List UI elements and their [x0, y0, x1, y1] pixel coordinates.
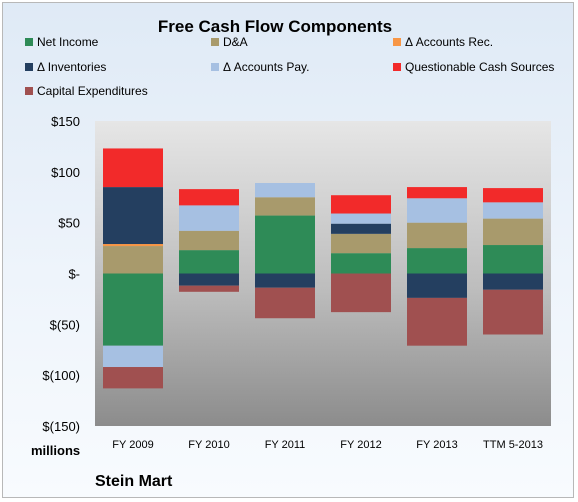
bar-d-a [483, 218, 543, 246]
bar-delta-inventories [483, 273, 543, 290]
legend-label-questionable-cash-sources: Questionable Cash Sources [405, 60, 554, 74]
x-tick-label: FY 2010 [188, 439, 229, 451]
bar-questionable-cash-sources [179, 189, 239, 206]
bar-delta-inventories [179, 273, 239, 286]
bar-delta-accounts-pay [255, 183, 315, 198]
x-tick-label: TTM 5-2013 [483, 439, 543, 451]
bar-delta-accounts-pay [103, 345, 163, 368]
bar-net-income [483, 245, 543, 274]
y-tick-label: $100 [51, 165, 80, 180]
y-tick-label: $150 [51, 114, 80, 129]
y-tick-label: $(50) [50, 317, 80, 332]
legend-label-delta-accounts-pay: Δ Accounts Pay. [223, 60, 310, 74]
bars [103, 148, 543, 389]
legend: Net Income D&A Δ Accounts Rec. Δ Inventorie… [25, 35, 554, 98]
bar-d-a [407, 222, 467, 249]
bar-net-income [407, 248, 467, 274]
bar-delta-inventories [103, 187, 163, 245]
x-axis: FY 2009 FY 2010 FY 2011 FY 2012 FY 2013 TTM 5… [112, 439, 543, 451]
bar-capital-expenditures [179, 285, 239, 292]
x-tick-label: FY 2012 [340, 439, 381, 451]
legend-swatch-delta-accounts-rec [393, 38, 401, 46]
legend-swatch-questionable-cash-sources [393, 63, 401, 71]
bar-delta-accounts-pay [483, 202, 543, 219]
bar-capital-expenditures [407, 297, 467, 346]
bar-delta-accounts-pay [331, 213, 391, 224]
y-tick-label: $(100) [42, 368, 80, 383]
bar-d-a [331, 233, 391, 254]
bar-delta-inventories [407, 273, 467, 298]
bar-delta-accounts-rec [103, 244, 163, 247]
bar-d-a [255, 197, 315, 216]
bar-d-a [103, 246, 163, 274]
legend-swatch-delta-inventories [25, 63, 33, 71]
y-tick-label: $- [68, 267, 80, 282]
bar-questionable-cash-sources [331, 195, 391, 214]
bar-capital-expenditures [103, 367, 163, 389]
chart-title: Free Cash Flow Components [158, 17, 392, 36]
x-tick-label: FY 2011 [265, 439, 306, 451]
bar-capital-expenditures [483, 289, 543, 335]
bar-questionable-cash-sources [103, 148, 163, 188]
bar-net-income [103, 273, 163, 346]
legend-label-d-a: D&A [223, 35, 248, 49]
bar-delta-accounts-pay [407, 198, 467, 223]
legend-label-capital-expenditures: Capital Expenditures [37, 84, 148, 98]
chart-svg: Free Cash Flow Components Net Income D&A Δ… [25, 17, 554, 490]
legend-swatch-delta-accounts-pay [211, 63, 219, 71]
bar-capital-expenditures [255, 287, 315, 319]
legend-swatch-net-income [25, 38, 33, 46]
bar-capital-expenditures [331, 273, 391, 313]
bar-delta-accounts-pay [179, 205, 239, 231]
x-tick-label: FY 2013 [416, 439, 457, 451]
bar-d-a [179, 230, 239, 251]
bar-delta-inventories [331, 223, 391, 234]
y-tick-label: $(150) [42, 419, 80, 434]
legend-label-net-income: Net Income [37, 35, 99, 49]
plot-area [95, 121, 551, 426]
y-axis: $150 $100 $50 $- $(50) $(100) $(150) [42, 114, 80, 434]
bar-net-income [179, 250, 239, 274]
bar-questionable-cash-sources [407, 187, 467, 199]
legend-swatch-capital-expenditures [25, 87, 33, 95]
company-name: Stein Mart [95, 473, 173, 490]
bar-net-income [255, 215, 315, 274]
bar-questionable-cash-sources [483, 188, 543, 203]
legend-label-delta-accounts-rec: Δ Accounts Rec. [405, 35, 493, 49]
y-unit-label: millions [31, 443, 80, 458]
chart-frame: Free Cash Flow Components Net Income D&A Δ… [2, 2, 574, 498]
legend-swatch-d-a [211, 38, 219, 46]
legend-label-delta-inventories: Δ Inventories [37, 60, 106, 74]
bar-net-income [331, 253, 391, 274]
x-tick-label: FY 2009 [112, 439, 153, 451]
bar-delta-inventories [255, 273, 315, 288]
y-tick-label: $50 [58, 216, 80, 231]
